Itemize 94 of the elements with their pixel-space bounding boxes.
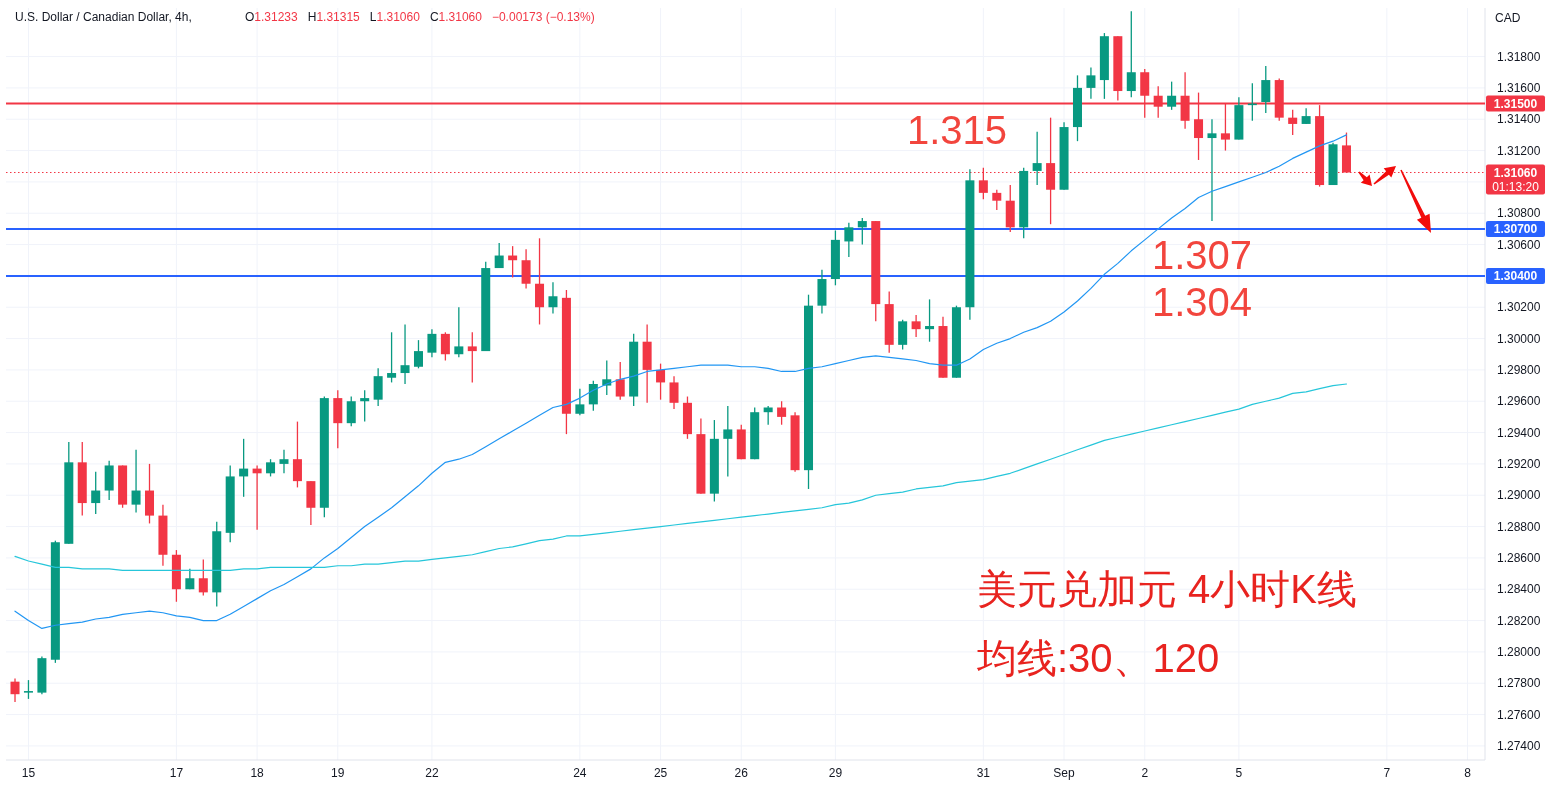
y-tick-label: 1.29800 [1497,362,1541,377]
annotation: 1.307 [1151,232,1253,277]
x-tick-label: 15 [21,766,36,780]
candlestick [723,405,733,478]
x-tick-label: 17 [169,766,184,780]
candlestick [494,242,504,269]
candlestick [346,395,356,427]
x-tick-label: 29 [828,766,843,780]
ref-line-label: 1.30700 [1493,222,1538,237]
candlestick [400,323,410,385]
y-tick-label: 1.31400 [1497,112,1541,127]
candlestick [1207,118,1217,222]
x-tick-label: 26 [734,766,749,780]
y-tick-label: 1.27400 [1497,738,1541,753]
y-axis-title: CAD [1495,11,1521,25]
x-tick-label: 31 [976,766,991,780]
text: 01:13:20 [1492,180,1540,194]
candlestick [413,339,423,369]
y-tick-label: 1.31200 [1497,143,1541,158]
candlestick [669,375,679,410]
candlestick [427,328,437,359]
candlestick [279,449,289,474]
x-tick-label: 25 [653,766,668,780]
candlestick [548,281,558,315]
candlestick [198,558,208,597]
y-tick-label: 1.29600 [1497,394,1541,409]
candlestick [91,471,101,515]
chart-title: U.S. Dollar / Canadian Dollar, 4h, [15,10,192,24]
annotation: L1.31060 [369,10,421,24]
candlestick [857,217,867,246]
candlestick [575,388,585,416]
candlestick [898,319,908,351]
candlestick [1086,66,1096,100]
y-tick-label: 1.31600 [1497,80,1541,95]
candlestick [373,367,383,407]
candlestick [588,380,598,412]
candlestick [10,677,20,703]
y-tick-label: 1.28800 [1497,519,1541,534]
candlestick [521,248,531,290]
x-tick-label: 5 [1235,766,1243,780]
x-tick-label: 2 [1141,766,1149,780]
y-tick-label: 1.28600 [1497,550,1541,565]
candlestick [535,237,545,326]
y-tick-label: 1.27600 [1497,707,1541,722]
candlestick [454,306,464,359]
candlestick [777,400,787,426]
x-tick-label: 18 [250,766,265,780]
candlestick [23,679,33,700]
candlestick [992,189,1002,211]
candlestick [467,331,477,384]
annotation: C1.31060 [429,10,483,24]
x-tick-label: 7 [1383,766,1391,780]
candlestick [1167,80,1177,111]
candlestick [440,331,450,362]
annotation: O1.31233 [245,10,299,24]
candlestick [1288,109,1298,136]
ref-line-label: 1.31500 [1493,97,1538,112]
y-tick-label: 1.29200 [1497,456,1541,471]
y-tick-label: 1.27800 [1497,676,1541,691]
candlestick [1126,10,1136,98]
candlestick [1261,65,1271,114]
candlestick [844,221,854,258]
y-tick-label: 1.30600 [1497,237,1541,252]
x-tick-label: 19 [331,766,345,780]
y-tick-label: 1.31800 [1497,49,1541,64]
candlestick [292,420,302,489]
x-tick-label: 22 [425,766,439,780]
y-tick-label: 1.28400 [1497,582,1541,597]
candlestick [1032,131,1042,186]
candlestick [360,389,370,423]
annotation: H1.31315 [307,10,361,24]
x-tick-label: 8 [1464,766,1472,780]
candlestick [387,331,397,384]
ref-line-label: 1.31060 [1493,166,1538,180]
y-tick-label: 1.29400 [1497,425,1541,440]
annotation: 1.315 [906,107,1008,152]
candlestick [911,314,921,338]
y-tick-label: 1.28000 [1497,644,1541,659]
candlestick [656,362,666,401]
annotation: 均线:30、120 [976,636,1220,680]
y-tick-label: 1.29000 [1497,488,1541,503]
annotation: 美元兑加元 4小时K线 [977,567,1358,611]
y-tick-label: 1.30800 [1497,206,1541,221]
x-tick-label: Sep [1053,766,1076,780]
x-tick-label: 24 [573,766,587,780]
y-tick-label: 1.28200 [1497,613,1541,628]
ref-line-label: 1.30400 [1493,269,1538,284]
annotation: 1.304 [1151,279,1253,324]
annotation: −0.00173 (−0.13%) [491,10,595,24]
candlestick [615,361,625,401]
candlestick [131,449,141,514]
candlestick [925,298,935,343]
y-tick-label: 1.30200 [1497,300,1541,315]
y-tick-label: 1.30000 [1497,331,1541,346]
